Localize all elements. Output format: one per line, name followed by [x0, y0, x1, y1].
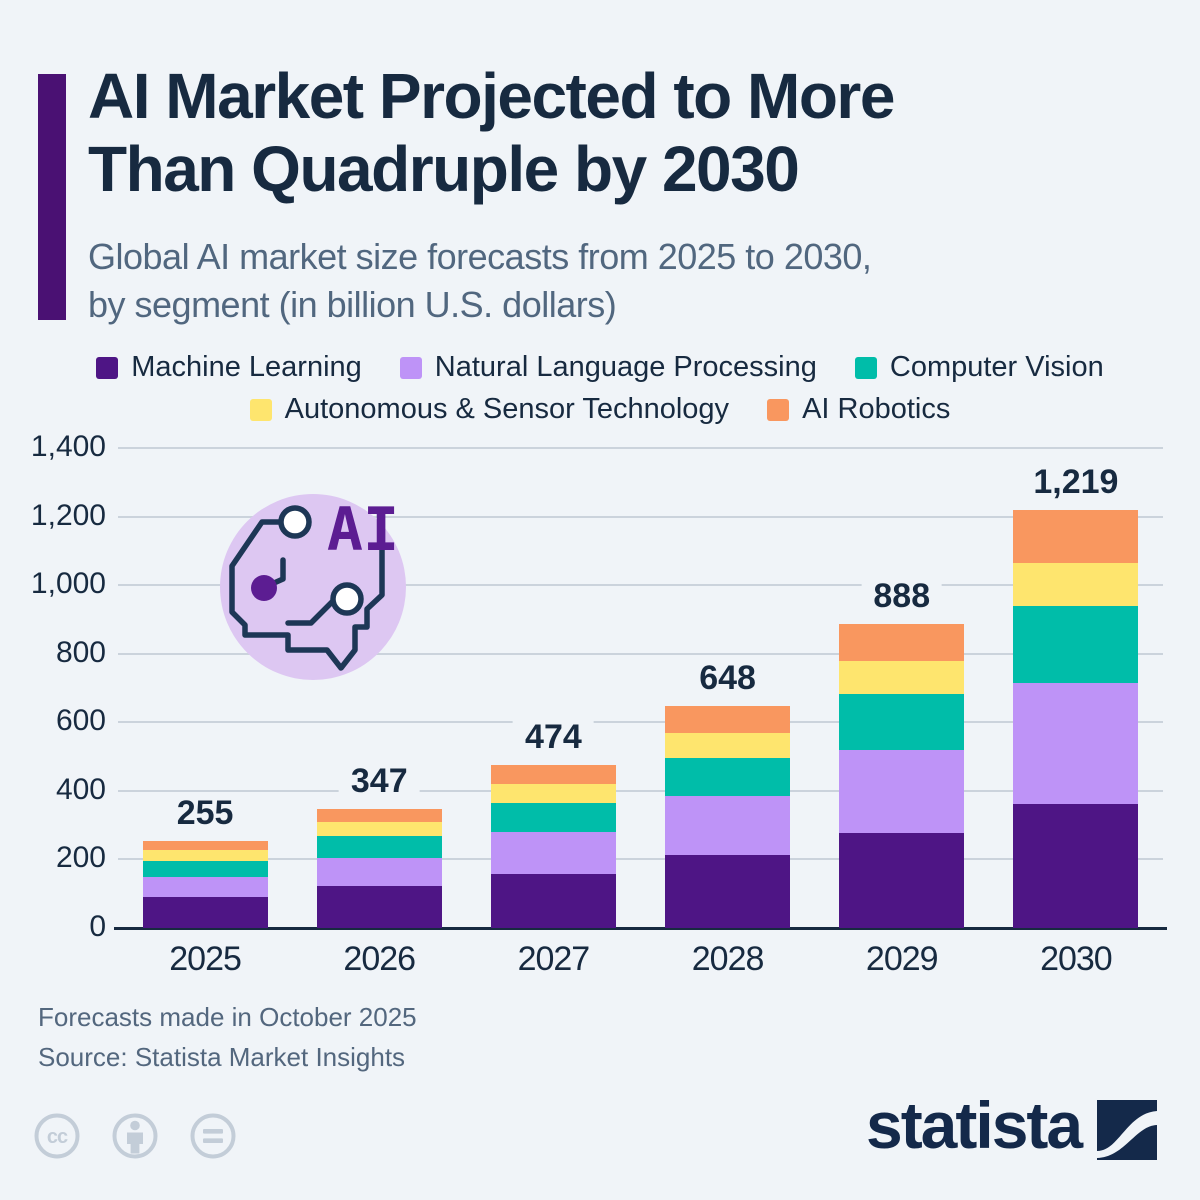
bar-segment: [839, 833, 965, 928]
bar-segment: [839, 623, 965, 661]
bar-segment: [316, 822, 442, 837]
bar-segment: [839, 750, 965, 834]
gridline: [118, 789, 1163, 792]
bar-segment: [490, 765, 616, 784]
page-subtitle: Global AI market size forecasts from 202…: [88, 233, 872, 329]
bar-segment: [1013, 683, 1139, 804]
legend-label: Machine Learning: [131, 351, 362, 383]
bar-segment: [490, 873, 616, 928]
statista-logo: statista: [866, 1088, 1158, 1162]
page-title: AI Market Projected to More Than Quadrup…: [88, 60, 895, 206]
legend-swatch: [96, 356, 119, 379]
x-axis-tick-label: 2029: [865, 940, 939, 978]
bar-segment: [665, 796, 791, 856]
bar-segment: [1013, 803, 1139, 928]
bar-segment: [316, 886, 442, 928]
y-axis-tick-label: 400: [55, 772, 106, 806]
bar-segment: [1013, 562, 1139, 606]
gridline: [118, 515, 1163, 518]
title-line-2: Than Quadruple by 2030: [88, 132, 800, 205]
bar-segment: [1013, 605, 1139, 684]
legend-label: Natural Language Processing: [434, 351, 817, 383]
source-note: Source: Statista Market Insights: [38, 1042, 406, 1072]
bar-segment: [1013, 510, 1139, 563]
bar-segment: [665, 855, 791, 928]
legend-item: Machine Learning: [96, 351, 362, 384]
bar-segment: [142, 860, 268, 877]
cc-attribution-icon: [112, 1113, 158, 1159]
circuit-node-icon: [278, 505, 312, 539]
bar-segment: [665, 705, 791, 733]
bar-total-label: 474: [513, 718, 594, 758]
y-axis-tick-label: 600: [55, 704, 106, 738]
x-axis-tick-label: 2028: [691, 940, 765, 978]
gridline: [118, 721, 1163, 724]
bar-segment: [316, 858, 442, 887]
bar-total-label: 255: [164, 793, 246, 833]
bar-segment: [316, 809, 442, 823]
legend-swatch: [854, 356, 877, 379]
bar-total-label: 347: [338, 762, 420, 802]
bar-segment: [839, 693, 965, 751]
x-axis-tick-label: 2030: [1040, 940, 1113, 978]
bar-total-label: 888: [861, 576, 943, 616]
x-axis-tick-label: 2026: [343, 940, 416, 978]
bar-segment: [665, 732, 791, 758]
cc-license-icon: cc: [34, 1113, 80, 1159]
cc-nd-icon: [190, 1113, 236, 1159]
chart-legend-row-1: Machine Learning Natural Language Process…: [0, 351, 1200, 384]
legend-item: Autonomous & Sensor Technology: [249, 393, 730, 426]
legend-swatch: [249, 398, 272, 421]
forecast-note: Forecasts made in October 2025: [38, 1002, 417, 1032]
gridline: [118, 652, 1163, 655]
gridline: [118, 447, 1163, 449]
subtitle-line-2: by segment (in billion U.S. dollars): [88, 283, 617, 325]
legend-swatch: [399, 356, 422, 379]
gridline: [118, 858, 1163, 861]
legend-swatch: [767, 398, 790, 421]
cc-letters: cc: [47, 1126, 68, 1148]
bar-segment: [142, 876, 268, 898]
statista-logo-mark-icon: [1097, 1100, 1158, 1160]
y-axis-tick-label: 1,200: [30, 498, 106, 532]
y-axis-tick-label: 0: [89, 910, 106, 943]
y-axis-tick-label: 800: [55, 635, 106, 669]
y-axis-tick-label: 200: [55, 841, 106, 875]
x-axis-line: [114, 926, 1167, 930]
bar-segment: [142, 840, 268, 850]
legend-label: AI Robotics: [802, 393, 951, 425]
x-axis-tick-label: 2027: [517, 940, 591, 978]
bar-segment: [316, 836, 442, 859]
bar-segment: [665, 757, 791, 797]
bar-segment: [490, 831, 616, 874]
legend-label: Computer Vision: [889, 351, 1104, 383]
circuit-node-icon: [330, 582, 364, 616]
title-accent-bar: [38, 74, 66, 320]
bar-segment: [142, 897, 268, 928]
title-line-1: AI Market Projected to More: [88, 60, 895, 132]
y-axis-tick-label: 1,000: [30, 567, 106, 601]
ai-brain-icon: AI: [220, 494, 406, 680]
ai-icon-text: AI: [327, 495, 399, 565]
bar-segment: [839, 660, 965, 694]
circuit-node-filled-icon: [251, 575, 277, 601]
x-axis-tick-label: 2025: [169, 940, 242, 978]
bar-total-label: 1,219: [1021, 463, 1131, 503]
creative-commons-icons: cc: [32, 1111, 238, 1161]
bar-segment: [142, 849, 268, 861]
legend-item: Natural Language Processing: [399, 351, 817, 384]
bar-total-label: 648: [687, 658, 768, 698]
stacked-bar-chart: [114, 447, 1167, 930]
chart-legend-row-2: Autonomous & Sensor Technology AI Robotic…: [0, 393, 1200, 426]
subtitle-line-1: Global AI market size forecasts from 202…: [88, 236, 872, 277]
legend-label: Autonomous & Sensor Technology: [284, 393, 730, 425]
gridline: [118, 584, 1163, 587]
bar-segment: [490, 783, 616, 804]
bar-segment: [490, 803, 616, 832]
legend-item: AI Robotics: [767, 393, 950, 426]
y-axis-tick-label: 1,400: [30, 430, 106, 463]
statista-logo-text: statista: [866, 1088, 1083, 1162]
legend-item: Computer Vision: [854, 351, 1104, 384]
